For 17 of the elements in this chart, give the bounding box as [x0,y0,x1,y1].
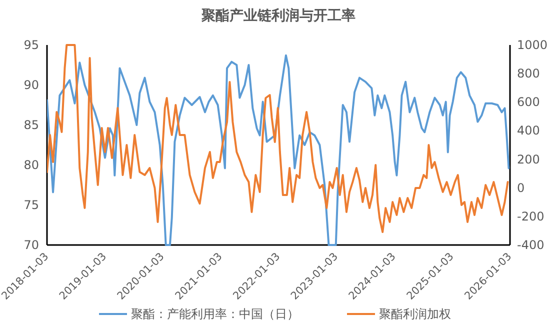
y2-tick-label: 600 [517,95,540,110]
y-tick-label: 95 [24,38,39,52]
y2-tick-label: 800 [517,66,540,81]
y-tick-label: 80 [24,158,39,172]
y2-tick-label: 200 [517,152,540,166]
legend-label: 聚酯：产能利用率：中国（日） [131,307,299,321]
y-tick-label: 90 [24,78,39,92]
chart-title: 聚酯产业链利润与开工率 [200,7,356,24]
y2-tick-label: -400 [517,238,544,252]
y-tick-label: 85 [24,118,39,132]
y2-tick-label: 1000 [517,38,548,52]
y2-tick-label: -200 [517,209,544,224]
y-tick-label: 75 [24,198,39,212]
y2-tick-label: 400 [517,124,540,138]
legend-label: 聚酯利润加权 [379,307,451,321]
y-tick-label: 70 [24,238,39,252]
y2-tick-label: 0 [517,180,525,195]
